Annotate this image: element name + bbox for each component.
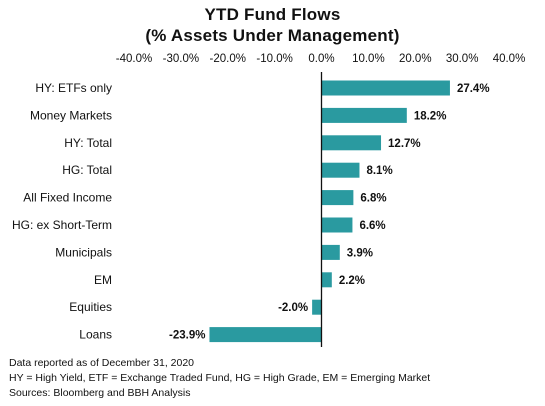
bar (312, 299, 322, 315)
fund-flows-bar-chart: -40.0% -30.0% -20.0% -10.0% 0.0% 10.0% 20.0% 30… (12, 53, 526, 347)
x-axis-ticks: -40.0% -30.0% -20.0% -10.0% 0.0% 10.0% 20.0% 30… (116, 53, 526, 65)
bars (209, 80, 450, 343)
data-label: 3.9% (347, 247, 373, 259)
footnotes: Data reported as of December 31, 2020 HY… (9, 356, 539, 401)
category-label: EM (94, 273, 112, 287)
x-tick-label: -30.0% (163, 53, 199, 65)
x-tick-label: 40.0% (493, 53, 526, 65)
bar (321, 190, 354, 206)
data-labels: 27.4% 18.2% 12.7% 8.1% 6.8% 6.6% 3.9% 2.2% -2.0%… (169, 83, 490, 342)
data-label: 27.4% (457, 83, 490, 95)
category-label: HY: ETFs only (35, 81, 112, 95)
x-tick-label: 10.0% (352, 53, 385, 65)
category-label: Equities (69, 300, 112, 314)
footnote-date: Data reported as of December 31, 2020 (9, 357, 195, 369)
footnote-abbreviations: HY = High Yield, ETF = Exchange Traded F… (9, 372, 431, 384)
bar (321, 107, 407, 123)
category-label: Loans (79, 328, 112, 342)
category-label: All Fixed Income (23, 191, 112, 205)
bar (321, 162, 360, 178)
category-label: HY: Total (64, 136, 112, 150)
x-tick-label: -10.0% (256, 53, 292, 65)
category-label: HG: ex Short-Term (12, 218, 112, 232)
data-label: 2.2% (339, 275, 365, 287)
chart-subtitle: (% Assets Under Management) (145, 26, 400, 45)
category-label: Municipals (55, 245, 112, 259)
data-label: 6.8% (360, 193, 386, 205)
bar (209, 327, 322, 343)
chart-title-block: YTD Fund Flows (% Assets Under Managemen… (0, 4, 545, 46)
bar (321, 135, 382, 151)
footnote-sources: Sources: Bloomberg and BBH Analysis (9, 387, 191, 399)
bar (321, 80, 450, 96)
x-tick-label: 20.0% (399, 53, 432, 65)
category-label: HG: Total (62, 163, 112, 177)
x-tick-label: -20.0% (210, 53, 246, 65)
category-label: Money Markets (30, 108, 112, 122)
x-tick-label: 30.0% (446, 53, 479, 65)
bar (321, 244, 340, 260)
bar (321, 217, 353, 233)
data-label: 12.7% (388, 138, 421, 150)
chart-title: YTD Fund Flows (204, 5, 341, 24)
category-labels: HY: ETFs only Money Markets HY: Total HG: T… (12, 81, 112, 342)
bar (321, 272, 332, 288)
x-tick-label: -40.0% (116, 53, 152, 65)
data-label: 6.6% (359, 220, 385, 232)
x-tick-label: 0.0% (308, 53, 334, 65)
data-label: -2.0% (278, 302, 308, 314)
data-label: 18.2% (414, 110, 447, 122)
data-label: 8.1% (366, 165, 392, 177)
data-label: -23.9% (169, 330, 205, 342)
